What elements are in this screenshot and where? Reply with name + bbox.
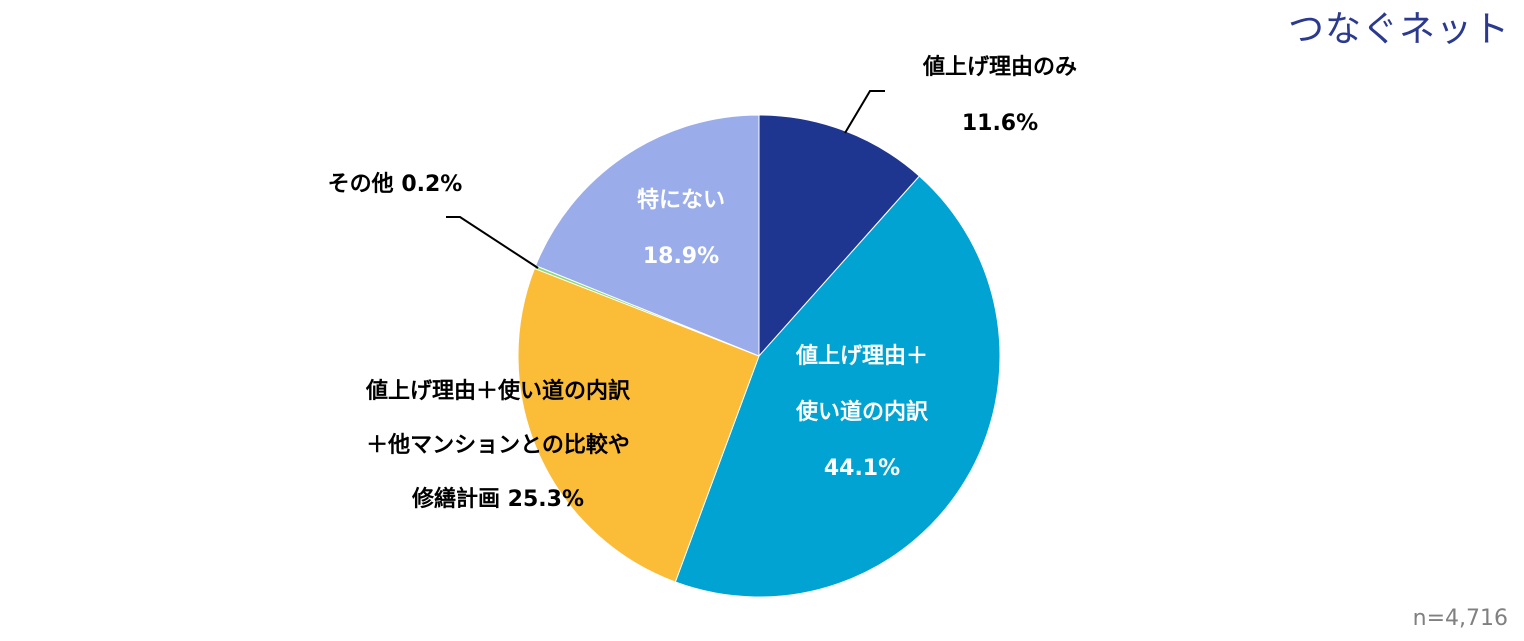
slice-label: 修繕計画 25.3% — [411, 486, 584, 512]
sample-size: n=4,716 — [1412, 606, 1508, 631]
pie-slice — [534, 114, 760, 357]
pie-slice — [517, 267, 760, 583]
slice-label: ＋他マンションとの比較や — [366, 432, 630, 458]
slice-label: 使い道の内訳 — [795, 399, 929, 425]
slice-label: 値上げ理由のみ — [922, 55, 1077, 80]
leader-line — [844, 90, 885, 134]
brand-logo: つなぐネット — [1287, 9, 1510, 50]
slice-value-label: 11.6% — [962, 111, 1038, 136]
slice-label: 値上げ理由＋ — [795, 344, 928, 369]
pie-slice — [674, 175, 1001, 598]
slice-value-label: 44.1% — [824, 456, 900, 481]
leader-line — [446, 216, 539, 269]
slice-value-label: 18.9% — [643, 244, 719, 269]
slice-label: 特にない — [637, 187, 725, 213]
slice-label: 値上げ理由＋使い道の内訳 — [365, 378, 631, 404]
pie-slice — [758, 114, 921, 358]
slice-label: その他 0.2% — [328, 172, 463, 197]
